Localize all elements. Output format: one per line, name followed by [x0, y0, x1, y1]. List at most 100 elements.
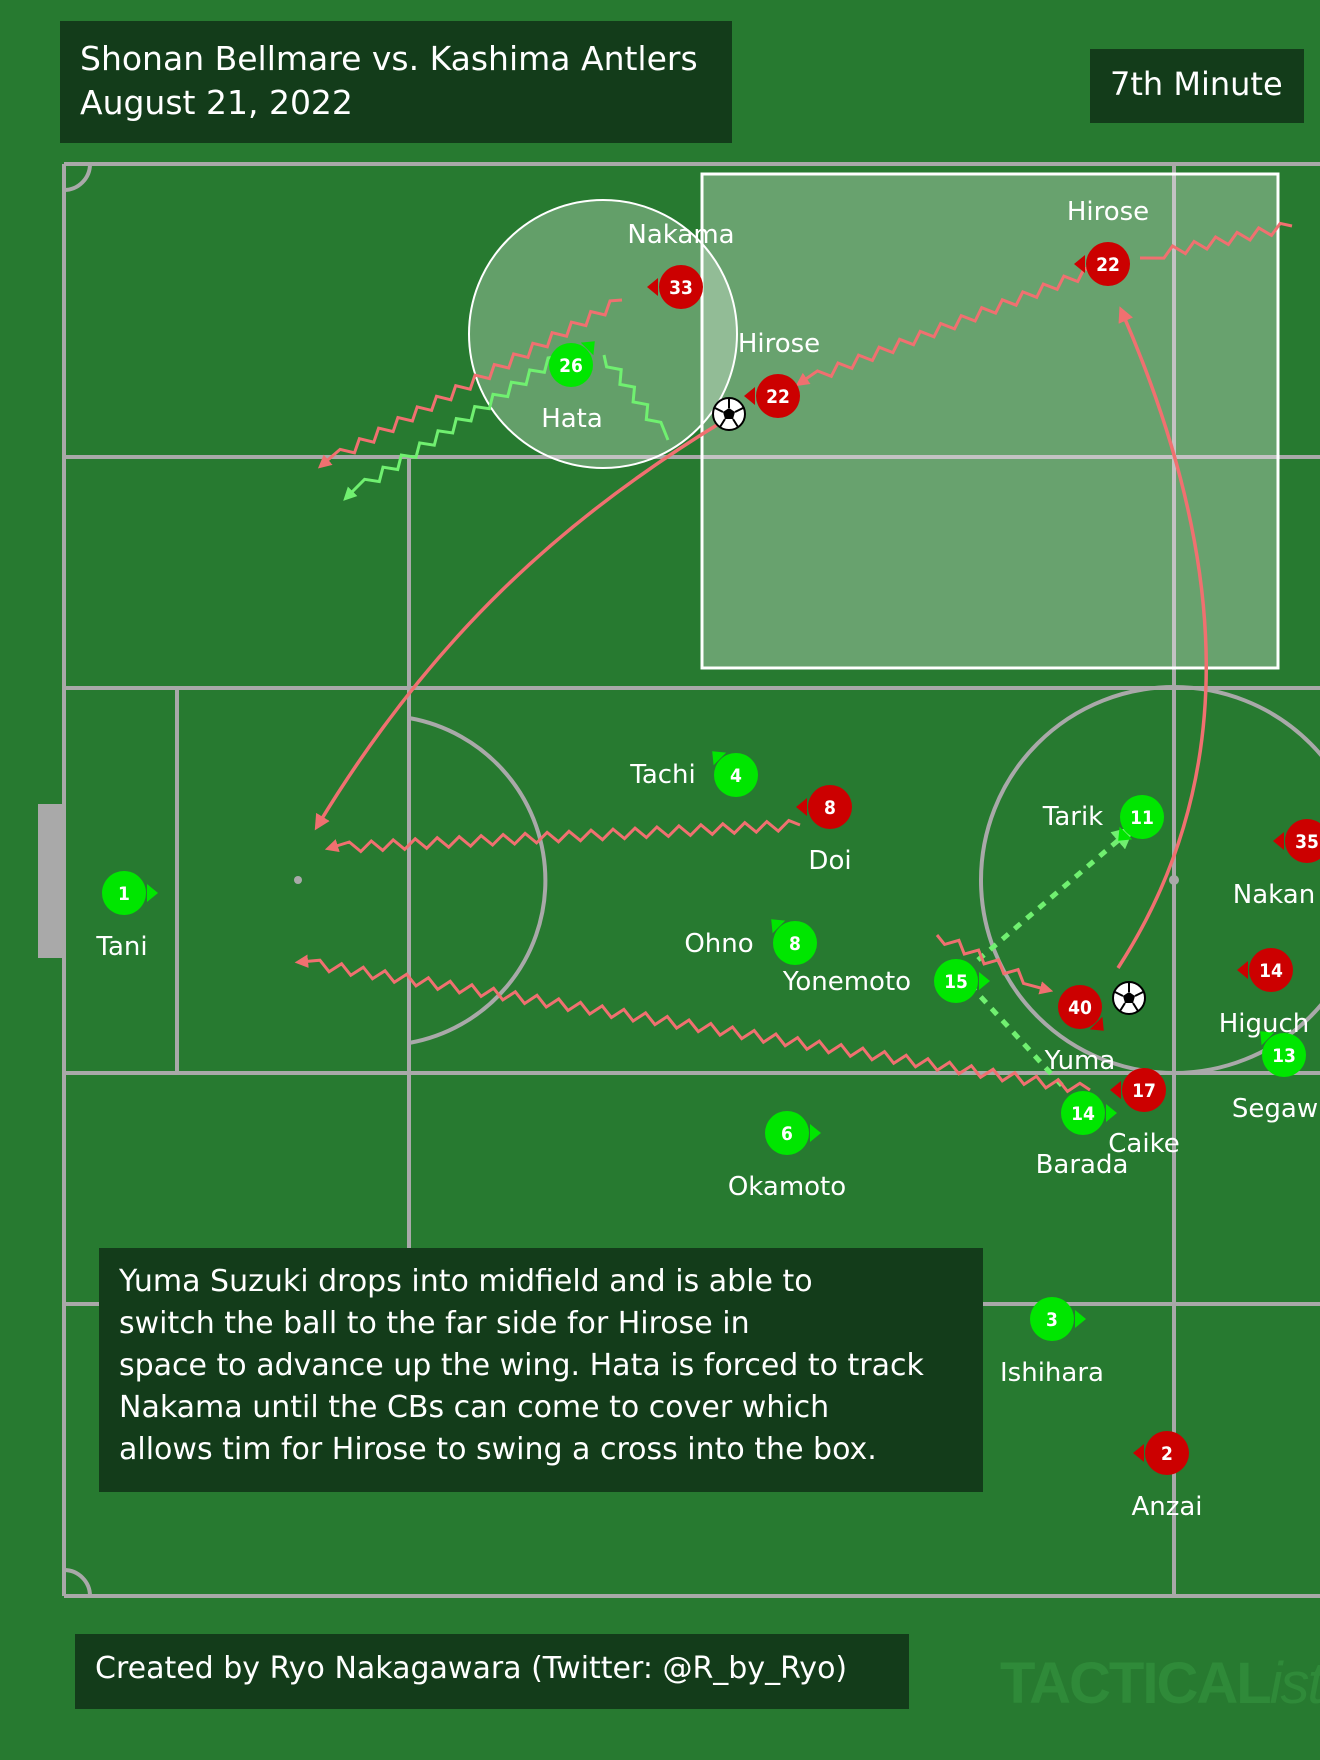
player-name: Higuch: [1219, 1009, 1310, 1039]
player-marker: [1262, 1033, 1306, 1077]
player-name: Hirose: [738, 329, 820, 359]
player-number: 17: [1132, 1080, 1156, 1102]
player-marker: [1120, 795, 1164, 839]
player-number: 11: [1130, 807, 1154, 829]
minute-panel: 7th Minute: [1090, 49, 1304, 123]
caption-line: Yuma Suzuki drops into midfield and is a…: [119, 1264, 813, 1299]
ball-icon: [712, 397, 746, 431]
player-ishihara: 3 Ishihara: [1000, 1297, 1104, 1388]
player-tarik: 11 Tarik: [1042, 795, 1164, 841]
run-hata: [343, 354, 561, 501]
facing-indicator: [712, 751, 727, 766]
ball-icon: [1112, 981, 1146, 1015]
player-ohno: 8 Ohno: [684, 919, 817, 965]
facing-indicator: [744, 387, 755, 405]
player-tachi: 4 Tachi: [629, 751, 758, 797]
ball-path-switch: [1116, 306, 1208, 969]
run-hata-curl: [602, 354, 670, 441]
player-hata: 26 Hata: [541, 341, 603, 434]
player-number: 14: [1071, 1103, 1095, 1125]
facing-indicator: [1106, 1104, 1117, 1122]
player-marker: [765, 1111, 809, 1155]
player-hirose_a: 22 Hirose: [738, 329, 820, 418]
caption-line: Nakama until the CBs can come to cover w…: [119, 1390, 830, 1425]
player-marker: [1061, 1091, 1105, 1135]
run-caike: [294, 954, 1091, 1094]
player-marker: [1030, 1297, 1074, 1341]
player-number: 33: [669, 277, 693, 299]
player-number: 6: [781, 1123, 793, 1145]
facing-indicator: [1273, 832, 1284, 850]
player-segawa: 13 Segaw: [1232, 1031, 1318, 1124]
players: 1Tani26Hata4Tachi8Ohno15Yonemoto11Tarik1…: [95, 197, 1320, 1522]
player-tani: 1 Tani: [95, 871, 158, 962]
player-okamoto: 6 Okamoto: [728, 1111, 846, 1202]
player-number: 4: [730, 765, 742, 787]
player-name: Nakan: [1233, 880, 1315, 910]
match-date: August 21, 2022: [80, 83, 353, 122]
wavy-runs: [294, 221, 1293, 1094]
player-name: Tarik: [1042, 802, 1103, 832]
player-number: 13: [1272, 1045, 1296, 1067]
player-number: 2: [1161, 1443, 1173, 1465]
watermark-logo: TACTICALista: [1000, 1651, 1320, 1716]
player-name: Hirose: [1067, 197, 1149, 227]
player-higuchi: 14 Higuch: [1219, 948, 1310, 1039]
facing-indicator: [647, 278, 658, 296]
run-doi: [324, 818, 801, 854]
player-name: Doi: [808, 846, 851, 876]
match-title: Shonan Bellmare vs. Kashima Antlers: [80, 39, 698, 78]
pitch-lines: [62, 162, 1320, 1598]
player-barada: 14 Barada: [1036, 1091, 1129, 1180]
run-hirose: [795, 258, 1118, 387]
facing-indicator: [1075, 1310, 1086, 1328]
facing-indicator: [1110, 1081, 1121, 1099]
player-yuma: 40 Yuma: [1044, 985, 1115, 1076]
player-name: Barada: [1036, 1150, 1129, 1180]
player-name: Tani: [95, 932, 147, 962]
player-anzai: 2 Anzai: [1131, 1431, 1203, 1522]
player-name: Ishihara: [1000, 1358, 1104, 1388]
facing-indicator: [810, 1124, 821, 1142]
facing-indicator: [147, 884, 158, 902]
caption-line: allows tim for Hirose to swing a cross i…: [119, 1432, 877, 1467]
facing-indicator: [1074, 255, 1085, 273]
hata-zone-highlight: [468, 199, 738, 469]
ball-path-cross: [314, 418, 726, 831]
player-hirose_b: 22 Hirose: [1067, 197, 1149, 286]
player-marker: [714, 753, 758, 797]
player-doi: 8 Doi: [796, 785, 852, 876]
player-number: 35: [1295, 831, 1319, 853]
player-marker: [1249, 948, 1293, 992]
pass-tarik: [976, 826, 1135, 962]
run-hirose-start: [1139, 221, 1293, 260]
player-number: 40: [1068, 997, 1092, 1019]
player-number: 8: [789, 933, 801, 955]
run-yuma: [935, 934, 1054, 995]
player-name: Ohno: [684, 929, 753, 959]
facing-indicator: [1260, 1031, 1275, 1046]
facing-indicator: [979, 972, 990, 990]
player-marker: [1086, 242, 1130, 286]
facing-indicator: [1133, 1444, 1144, 1462]
facing-indicator: [771, 919, 786, 934]
player-yonemoto: 15 Yonemoto: [782, 959, 990, 1003]
player-marker: [756, 374, 800, 418]
player-marker: [1058, 985, 1102, 1029]
credit-text: Created by Ryo Nakagawara (Twitter: @R_b…: [95, 1651, 848, 1686]
player-nakama: 33 Nakama: [627, 220, 735, 309]
player-number: 26: [559, 355, 583, 377]
facing-indicator: [1237, 961, 1248, 979]
facing-indicator: [1118, 826, 1133, 841]
player-marker: [549, 343, 593, 387]
movement-arrows: [314, 306, 1208, 1092]
player-name: Nakama: [627, 220, 734, 250]
player-marker: [808, 785, 852, 829]
space-highlight: [700, 172, 1280, 670]
player-marker: [773, 921, 817, 965]
player-marker: [659, 265, 703, 309]
player-number: 1: [118, 883, 130, 905]
player-caike: 17 Caike: [1108, 1068, 1180, 1159]
facing-indicator: [580, 341, 595, 356]
player-number: 3: [1046, 1309, 1058, 1331]
